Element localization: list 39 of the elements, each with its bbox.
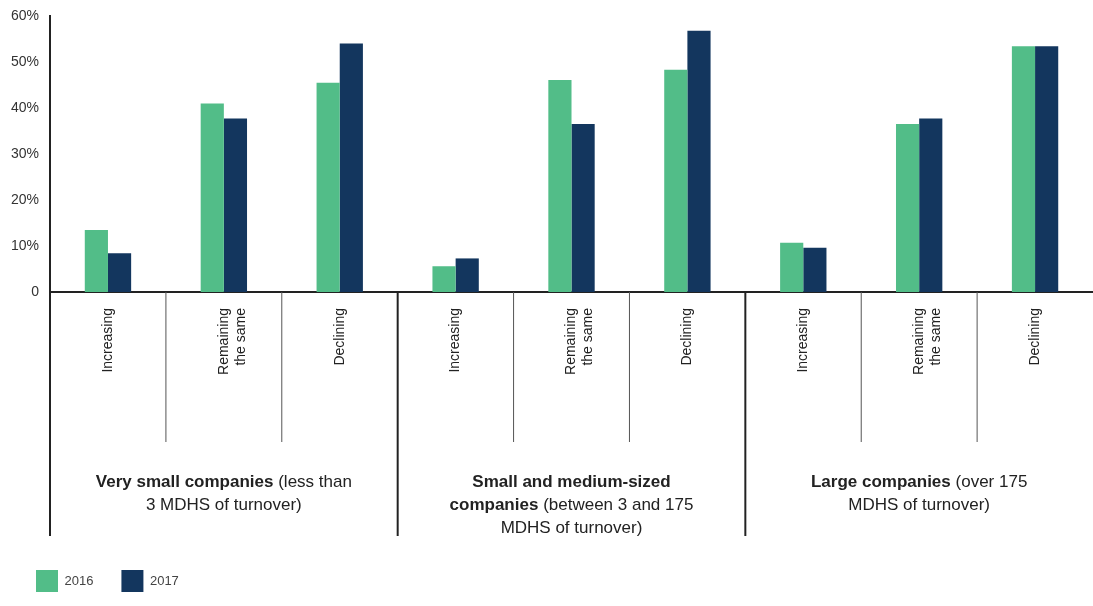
- y-tick-label: 50%: [10, 52, 40, 69]
- bar: [200, 103, 224, 292]
- y-tick-label: 60%: [10, 6, 40, 23]
- x-tick-label: Increasing: [98, 308, 115, 373]
- x-tick-label: Increasing: [794, 308, 811, 373]
- x-tick-label: Remaining the same: [910, 307, 943, 375]
- bar: [571, 124, 595, 292]
- bar: [780, 242, 804, 292]
- y-tick-label: 30%: [10, 144, 40, 161]
- bar: [1011, 46, 1036, 292]
- y-tick-label: 0: [31, 282, 40, 299]
- bar: [803, 247, 827, 292]
- bar: [687, 30, 711, 292]
- x-tick-label: Remaining the same: [562, 307, 596, 375]
- bar: [664, 69, 688, 292]
- x-tick-label: Declining: [330, 308, 347, 366]
- bar: [1035, 46, 1059, 292]
- bar: [316, 82, 340, 292]
- bar: [432, 266, 456, 292]
- text: Very small companies (less than 3 MDHS of turnover): [95, 472, 352, 514]
- bar: [895, 124, 920, 292]
- y-tick-label: 40%: [10, 98, 40, 115]
- bar: [339, 43, 363, 292]
- text: Large companies (over 175 MDHS of turnover): [810, 472, 1028, 514]
- legend-label: 2017: [149, 572, 179, 588]
- bar: [455, 258, 479, 292]
- x-tick-label: Declining: [678, 308, 695, 366]
- y-tick-label: 20%: [10, 190, 40, 207]
- bar: [223, 118, 248, 292]
- legend-label: 2016: [64, 572, 94, 588]
- x-tick-label: Increasing: [446, 308, 463, 373]
- text: Small and medium-sized companies (between 3 and 175 MDHS of turnover): [449, 472, 694, 537]
- bar: [84, 229, 108, 292]
- x-tick-label: Remaining the same: [214, 307, 248, 375]
- bar: [548, 79, 572, 292]
- x-tick-label: Declining: [1025, 308, 1042, 366]
- y-tick-label: 10%: [10, 236, 40, 253]
- bar: [107, 253, 132, 292]
- bar: [919, 118, 943, 292]
